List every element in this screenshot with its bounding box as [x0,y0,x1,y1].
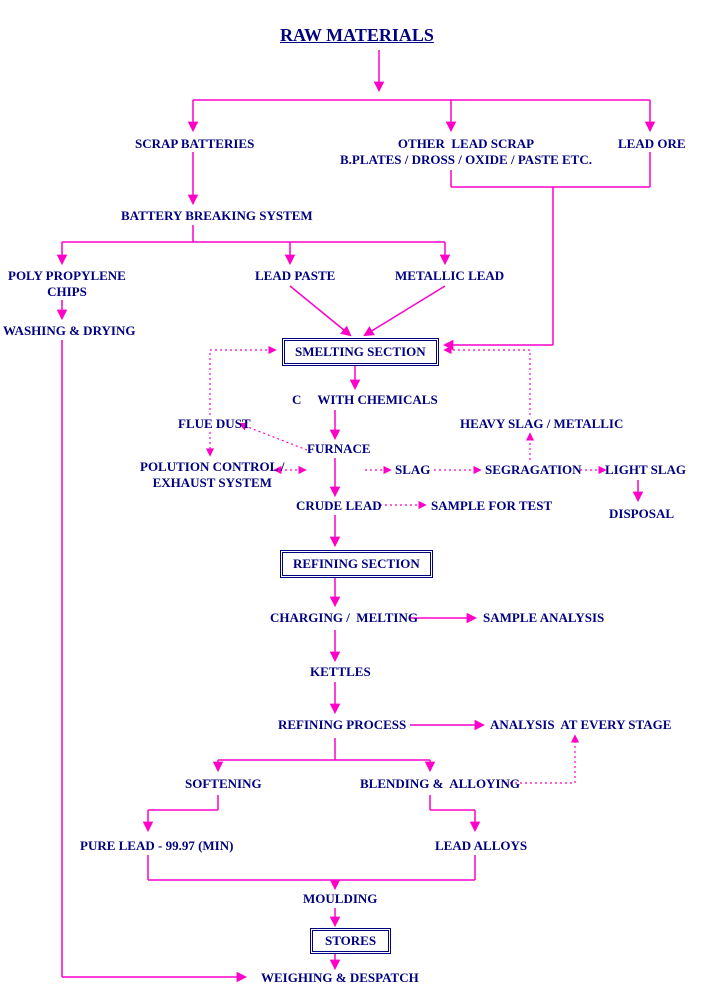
node-kettles: KETTLES [310,664,371,680]
node-pure-lead: PURE LEAD - 99.97 (MIN) [80,838,233,854]
node-charging-melting: CHARGING / MELTING [270,610,418,626]
node-blending: BLENDING & ALLOYING [360,776,520,792]
node-other-lead-scrap: OTHER LEAD SCRAP B.PLATES / DROSS / OXID… [340,136,592,168]
node-lead-ore: LEAD ORE [618,136,686,152]
box-smelting-section: SMELTING SECTION [282,338,439,366]
node-furnace: FURNACE [307,441,371,457]
node-moulding: MOULDING [303,891,377,907]
node-analysis-stage: ANALYSIS AT EVERY STAGE [490,717,671,733]
node-pp-chips: POLY PROPYLENE CHIPS [8,268,126,300]
box-stores: STORES [310,928,391,954]
node-with-chemicals: C WITH CHEMICALS [292,392,438,408]
node-washing-drying: WASHING & DRYING [3,323,135,339]
node-light-slag: LIGHT SLAG [605,462,686,478]
node-disposal: DISPOSAL [609,506,674,522]
node-metallic-lead: METALLIC LEAD [395,268,504,284]
node-crude-lead: CRUDE LEAD [296,498,382,514]
node-weighing: WEIGHING & DESPATCH [261,970,419,986]
node-lead-paste: LEAD PASTE [255,268,335,284]
node-slag: SLAG [395,462,430,478]
node-flue-dust: FLUE DUST [178,416,251,432]
node-softening: SOFTENING [185,776,262,792]
node-segragation: SEGRAGATION [485,462,582,478]
node-battery-breaking: BATTERY BREAKING SYSTEM [121,208,313,224]
title: RAW MATERIALS [280,25,434,46]
node-sample-analysis: SAMPLE ANALYSIS [483,610,604,626]
flowchart: { "title": "RAW MATERIALS", "nodes": { "… [0,0,705,989]
node-refining-process: REFINING PROCESS [278,717,406,733]
node-pollution: POLUTION CONTROL / EXHAUST SYSTEM [140,459,284,491]
node-lead-alloys: LEAD ALLOYS [435,838,527,854]
node-sample-test: SAMPLE FOR TEST [431,498,552,514]
node-heavy-slag: HEAVY SLAG / METALLIC [460,416,623,432]
box-refining-section: REFINING SECTION [280,550,433,578]
node-scrap-batteries: SCRAP BATTERIES [135,136,254,152]
